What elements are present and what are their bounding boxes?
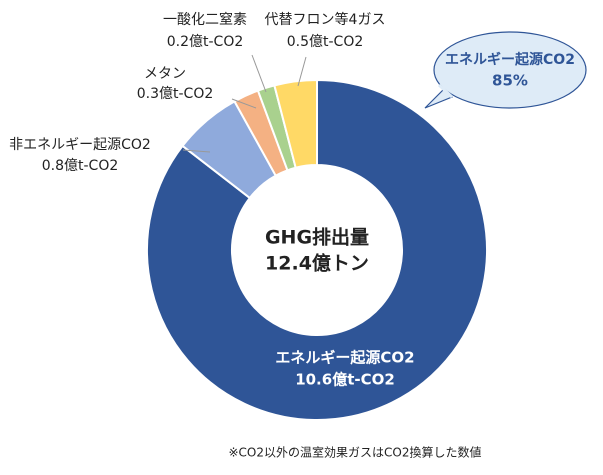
value-label: 0.3億t-CO2 <box>137 86 214 102</box>
callout-label: エネルギー起源CO2 <box>445 51 575 68</box>
leader-line <box>182 149 211 153</box>
callout-bubble <box>433 31 587 109</box>
callout-value: 85% <box>492 72 528 90</box>
center-title: GHG排出量 <box>265 226 369 249</box>
slice-label: エネルギー起源CO2 <box>275 349 414 367</box>
leader-line <box>231 98 257 109</box>
slice <box>273 78 318 169</box>
value-label: 0.8億t-CO2 <box>42 158 119 174</box>
footnote: ※CO2以外の温室効果ガスはCO2換算した数値 <box>229 445 482 460</box>
slice <box>146 78 488 421</box>
value-label: 0.5億t-CO2 <box>287 34 364 50</box>
slice-label: 一酸化二窒素 <box>163 11 247 28</box>
leader-line <box>251 54 267 93</box>
callout-joint <box>437 83 454 99</box>
leader-line <box>297 56 307 87</box>
slice-label: 代替フロン等4ガス <box>265 11 386 28</box>
slice-label: メタン <box>144 66 186 82</box>
center-value: 12.4億トン <box>265 252 369 275</box>
slice-label: 非エネルギー起源CO2 <box>9 137 151 153</box>
value-label: 10.6億t-CO2 <box>295 371 395 389</box>
value-label: 0.2億t-CO2 <box>167 34 244 50</box>
